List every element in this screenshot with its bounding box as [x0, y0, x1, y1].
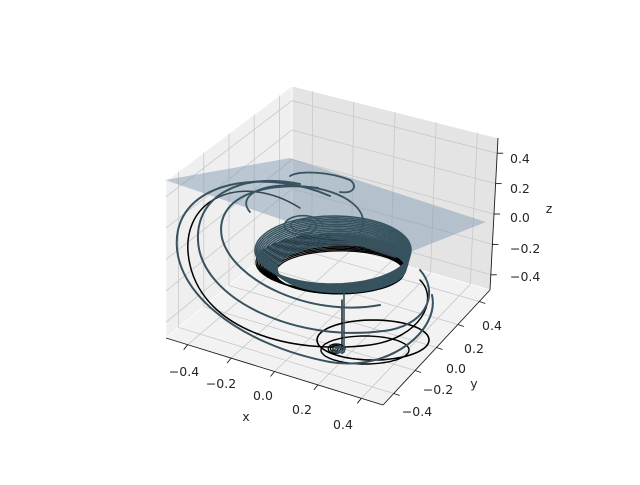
y-tick: [457, 324, 465, 327]
y-tick-label-2: −0.2: [423, 382, 453, 397]
trajectory-series-2: [175, 171, 434, 365]
y-tick: [436, 347, 443, 350]
z-axis-label: z: [546, 201, 553, 216]
x-tick-label-4: 0.2: [292, 402, 312, 417]
y-tick-label-3: 0.0: [446, 361, 466, 376]
z-tick-label-5: 0.4: [510, 151, 530, 166]
z-tick-label-3: 0.0: [510, 210, 530, 225]
z-tick-label-1: −0.4: [510, 269, 540, 284]
trajectory-loop: [276, 244, 407, 294]
y-grid-line-floor: [228, 285, 437, 348]
x-tick: [183, 344, 189, 350]
x-grid-line-floor: [317, 272, 431, 386]
trajectory-inner-spiral: [283, 214, 324, 236]
z-tick-label-2: −0.2: [510, 241, 540, 256]
trajectory-lower-loop: [320, 335, 410, 365]
z-grid-line: [165, 159, 495, 260]
y-tick: [479, 301, 486, 304]
y-axis-label: y: [470, 376, 478, 391]
y-tick-label-1: −0.4: [402, 404, 432, 419]
trajectory-outer-loop: [220, 185, 381, 309]
z-grid-line: [165, 188, 493, 292]
x-tick-label-2: −0.2: [206, 376, 236, 391]
axis-ticks: [183, 152, 504, 404]
z-grid-line: [165, 129, 496, 229]
x-grid-line-floor: [361, 284, 471, 399]
x-tick: [226, 357, 232, 364]
trajectory-outer-loop: [187, 190, 429, 348]
trajectory-upper-loop: [245, 184, 365, 233]
y-tick: [414, 370, 422, 373]
trajectory-outer-loop: [196, 179, 431, 334]
trajectory-upper-loop: [289, 171, 355, 194]
y-grid-line-floor: [254, 264, 459, 325]
x-grid-line-back: [469, 132, 478, 285]
x-tick-label-1: −0.4: [169, 364, 199, 379]
x-tick-label-5: 0.4: [333, 417, 353, 432]
trajectory-small-spiral: [332, 345, 346, 355]
x-tick: [270, 371, 275, 377]
z-grid-line: [165, 100, 498, 198]
z-tick-label-4: 0.2: [510, 181, 530, 196]
trajectory-outer-loop: [175, 180, 434, 365]
x-tick: [313, 384, 319, 391]
x-tick: [356, 398, 362, 404]
y-tick-label-5: 0.4: [482, 318, 502, 333]
y-tick-label-4: 0.2: [464, 341, 484, 356]
x-tick-label-3: 0.0: [253, 388, 273, 403]
x-grid-line-back: [430, 122, 437, 273]
y-tick: [393, 393, 400, 396]
x-axis-label: x: [242, 409, 249, 424]
